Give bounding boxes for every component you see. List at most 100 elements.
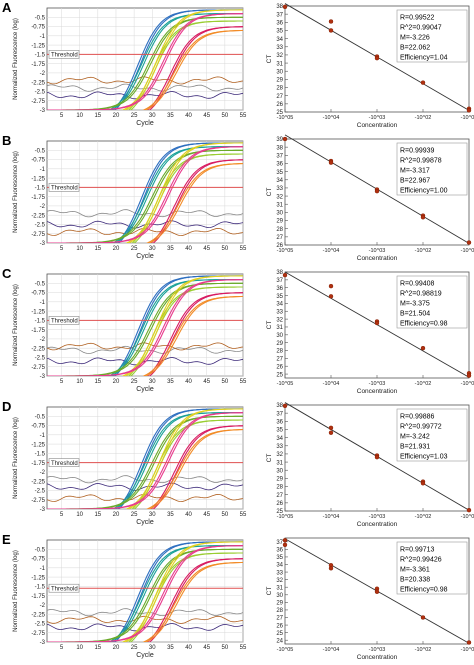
x-tick-label: 10 [76,246,83,252]
y-tick-label: 33 [276,45,283,51]
y-tick-label: -0.75 [31,557,45,563]
x-tick-label: -10^04 [323,381,340,387]
y-tick-label: 35 [276,170,283,176]
plot-series [47,9,243,110]
x-tick-label: 30 [149,379,156,385]
x-tick-label: -10^05 [277,647,294,653]
stats-line: B=21.931 [400,444,430,451]
amplification-plot: -0.5 -0.75 -1 -1.25 -1.5 -1.75 -2 -2.25 -2.5 -2.7… [13,7,247,127]
x-tick-label: 40 [185,113,192,119]
stats-line: B=22.062 [400,45,430,52]
data-point [328,294,334,299]
data-point [420,615,426,620]
amplification-curve [47,146,243,243]
x-axis-label: Concentration [357,255,398,262]
x-tick-label: 35 [167,645,174,651]
x-tick-label: 50 [222,645,229,651]
amplification-curve [148,558,243,642]
y-tick-label: 30 [276,211,283,217]
y-tick-label: -1 [40,34,46,40]
x-tick-label: 15 [94,379,101,385]
stats-line: M=-3.226 [400,35,430,42]
data-point [328,425,334,431]
x-tick-label: -10^04 [323,514,340,520]
y-tick-label: 24 [276,638,283,644]
y-axis-label: Normalized Fluorescence (log) [13,18,19,100]
y-tick-label: -1.75 [31,594,45,600]
x-tick-label: 40 [185,379,192,385]
x-tick-label: -10^01 [461,647,474,653]
data-point [282,403,288,409]
y-tick-label: -2 [40,71,46,77]
amplification-curve [123,9,243,110]
y-tick-label: -3 [40,640,46,646]
x-tick-label: 15 [94,246,101,252]
y-tick-label: -1 [40,433,46,439]
y-tick-label: -1.75 [31,62,45,68]
panel-a: A -0.5 -0.75 -1 -1.25 -1.5 -1.75 -2 -2.25 -2.5 -2.… [2,0,474,129]
y-tick-label: 37 [276,12,283,18]
x-tick-label: 30 [149,113,156,119]
x-tick-label: 5 [60,246,64,252]
y-tick-label: 25 [276,509,283,515]
x-axis-label: Cycle [136,120,154,127]
amplification-plot: -0.5 -0.75 -1 -1.25 -1.5 -1.75 -2 -2.25 -2.5 -2.7… [13,539,247,659]
x-tick-label: 25 [131,113,138,119]
x-tick-label: 25 [131,379,138,385]
y-tick-label: 38 [276,270,283,276]
y-tick-label: 27 [276,616,283,622]
x-axis-label: Cycle [136,519,154,526]
x-tick-label: 35 [167,512,174,518]
y-tick-label: -1 [40,566,46,572]
y-tick-label: 38 [276,4,283,10]
x-tick-label: 25 [131,246,138,252]
x-tick-label: 45 [203,645,210,651]
stats-line: Efficiency=1.04 [400,55,448,62]
panel-letter: B [2,133,11,148]
amplification-curve [152,159,243,243]
y-tick-label: 28 [276,86,283,92]
y-tick-label: 34 [276,302,283,308]
y-tick-label: -1.25 [31,575,45,581]
amplification-curve [47,279,243,376]
x-tick-label: 55 [240,113,247,119]
x-tick-label: 45 [203,512,210,518]
stats-box [396,275,468,329]
y-tick-label: -0.5 [35,414,46,420]
x-tick-label: 55 [240,379,247,385]
y-tick-label: 29 [276,601,283,607]
amplification-curve [47,545,243,642]
y-tick-label: -1.25 [31,309,45,315]
standard-curve-plot: 26 27 28 29 30 31 32 33 34 35 36 37 38 39 -10^05 -10^04… [266,134,474,262]
y-tick-label: 34 [276,563,283,569]
plot-series [47,408,243,509]
x-tick-label: 20 [113,113,120,119]
x-tick-label: 45 [203,113,210,119]
noise-curve [47,608,243,617]
y-tick-label: 29 [276,219,283,225]
amplification-curve [142,29,243,110]
x-tick-label: 40 [185,645,192,651]
stats-line: B=20.338 [400,577,430,584]
y-axis-label: Normalized Fluorescence (log) [13,417,19,499]
y-tick-label: -1.5 [35,53,46,59]
y-tick-label: -2 [40,603,46,609]
y-tick-label: 31 [276,585,283,591]
amplification-curve [47,412,243,509]
panel-letter: A [2,0,12,15]
y-tick-label: 25 [276,631,283,637]
amplification-curve [109,545,243,642]
data-point [420,345,426,351]
y-tick-label: -1.5 [35,585,46,591]
y-tick-label: -2.5 [35,489,46,495]
amplification-curve [142,561,243,642]
y-axis-label: CT [266,321,273,330]
x-tick-label: 55 [240,246,247,252]
stats-line: B=22.967 [400,178,430,185]
stats-line: R=0.99522 [400,15,435,22]
y-tick-label: -1.5 [35,186,46,192]
stats-line: M=-3.242 [400,434,430,441]
y-tick-label: -3 [40,507,46,513]
data-point [328,430,334,435]
